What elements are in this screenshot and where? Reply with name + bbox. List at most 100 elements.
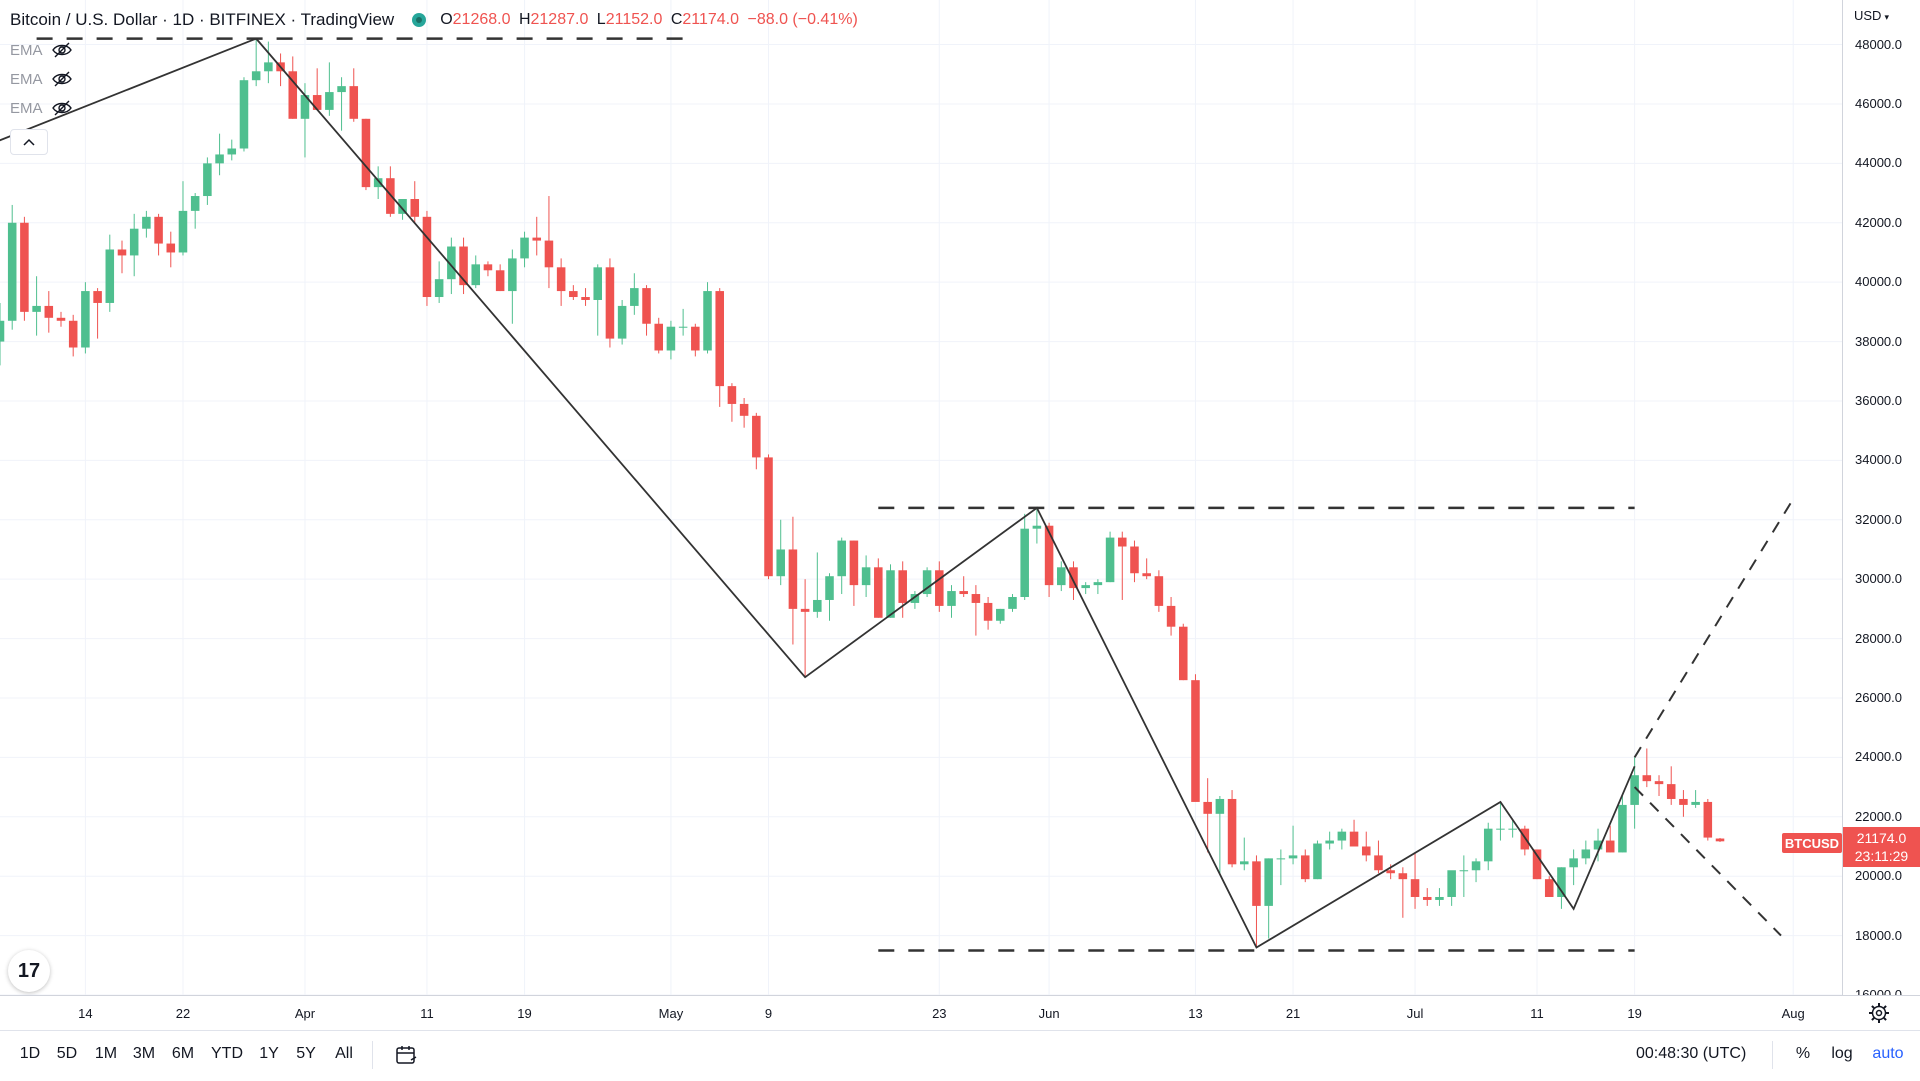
time-tick-label: 21 [1285,1006,1301,1021]
auto-scale-button[interactable]: auto [1872,1045,1904,1062]
candle-body [129,228,139,256]
candle-body [215,154,224,164]
candle-body [44,305,54,318]
candle [861,555,871,597]
candle [886,564,895,618]
range-6m-button[interactable]: 6M [171,1045,195,1062]
log-scale-button[interactable]: log [1831,1045,1853,1062]
candle-body [1471,861,1481,871]
toolbar-divider [372,1041,373,1069]
candle [788,516,798,645]
gear-icon[interactable] [1868,1002,1890,1024]
time-tick-label: 22 [175,1006,191,1021]
indicator-ema-3[interactable]: EMA [10,97,73,119]
candle [569,285,578,300]
candle [800,579,810,678]
range-1y-button[interactable]: 1Y [259,1045,279,1062]
chart-area[interactable] [0,0,1842,995]
eye-off-icon[interactable] [51,41,73,59]
candle-body [1630,775,1639,805]
candle [1252,855,1261,948]
candle [1618,796,1627,853]
range-5y-button[interactable]: 5Y [296,1045,316,1062]
candle-body [593,267,603,300]
range-5d-button[interactable]: 5D [56,1045,78,1062]
candle-body [764,457,773,577]
candle-body [1069,567,1078,589]
candle-body [1654,781,1664,785]
currency-selector[interactable]: USD [1854,8,1889,23]
range-ytd-button[interactable]: YTD [211,1045,243,1062]
candle [166,231,176,268]
candle-body [752,415,761,458]
calendar-icon[interactable] [394,1043,418,1067]
candle-body [1703,801,1713,838]
candle-body [1044,525,1054,586]
symbol-title[interactable]: Bitcoin / U.S. Dollar · 1D · BITFINEX · … [10,10,395,29]
utc-clock[interactable]: 00:48:30 (UTC) [1636,1045,1747,1062]
range-all-button[interactable]: All [335,1045,353,1062]
candle-body [325,92,334,110]
candle [1130,540,1139,583]
candle-body [556,267,566,292]
candle-body [1215,798,1225,814]
range-3m-button[interactable]: 3M [132,1045,156,1062]
candle [874,558,883,618]
indicator-label: EMA [10,99,43,117]
candle [703,282,712,354]
candle [105,234,115,312]
candle [239,77,249,152]
candle [142,210,151,238]
candle-body [1130,546,1139,574]
candle-body [739,403,749,416]
ohlc-values: O21268.0 H21287.0 L21152.0 C21174.0 −88.… [440,11,862,29]
collapse-indicators-button[interactable] [10,129,48,155]
candle [81,282,90,354]
candle-body [1483,828,1493,862]
indicator-ema-1[interactable]: EMA [10,39,73,61]
eye-off-icon[interactable] [51,99,73,117]
candle-body [251,71,261,81]
candle [739,398,749,428]
candle [1471,858,1481,883]
candle-body [1532,849,1542,880]
candle-body [922,570,932,595]
candle-body [312,95,322,110]
candle [434,261,444,303]
candle [776,519,785,586]
percent-scale-button[interactable]: % [1795,1045,1811,1062]
market-status-icon[interactable] [412,13,427,27]
candle-body [1252,861,1261,906]
candle-body [300,95,310,119]
candle [1691,790,1700,808]
candle-body [1300,855,1310,880]
candle [361,118,371,191]
candle-body [532,237,542,241]
candle [349,68,359,122]
last-price-tag: 21174.0 23:11:29 [1843,827,1920,867]
grid [0,0,1842,995]
indicator-ema-2[interactable]: EMA [10,68,73,90]
time-tick-label: 11 [1530,1006,1544,1021]
candle-body [1435,896,1444,900]
price-tick-label: 26000.0 [1855,689,1902,705]
candle [959,576,968,597]
candle [203,157,212,205]
time-tick-label: 23 [932,1006,947,1021]
range-1m-button[interactable]: 1M [94,1045,118,1062]
candle-body [898,570,907,603]
range-1d-button[interactable]: 1D [19,1045,41,1062]
candle [983,597,993,630]
candle-body [727,386,737,404]
candle [1300,849,1310,883]
candle [1666,766,1676,805]
candle-body [1166,605,1176,627]
candle [264,41,273,84]
eye-off-icon[interactable] [51,70,73,88]
candle [483,261,493,277]
candle-body [0,320,5,342]
tradingview-logo[interactable]: 17 [8,950,50,992]
price-tick-label: 48000.0 [1855,36,1902,52]
candle [532,216,542,256]
time-axis[interactable] [0,995,1920,1031]
